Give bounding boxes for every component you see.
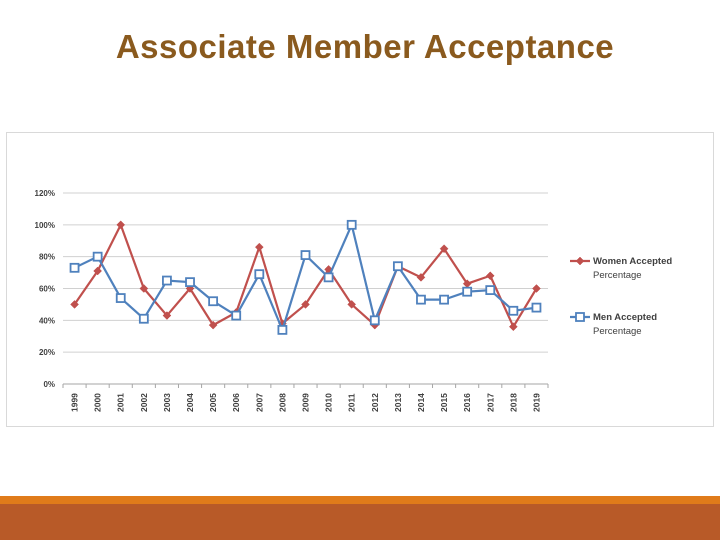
x-axis-tick-labels: 1999 2000 2001 2002 2003 2004 2005 2006 2007 2008… (70, 393, 542, 412)
x-tick-label: 2018 (508, 393, 518, 412)
men-data-point (162, 275, 172, 286)
slide-title: Associate Member Acceptance (115, 28, 615, 65)
x-tick-label: 2013 (393, 393, 403, 412)
y-tick-label: 120% (35, 189, 55, 198)
women-data-point (116, 220, 126, 230)
footer-accent-band (0, 496, 720, 504)
x-tick-label: 2001 (116, 393, 126, 412)
men-data-point (439, 294, 449, 305)
men-data-point (277, 324, 288, 335)
x-tick-label: 2011 (347, 393, 357, 412)
men-data-point (346, 219, 357, 230)
x-tick-label: 2016 (462, 393, 472, 412)
women-data-point (93, 266, 102, 276)
x-tick-label: 2012 (370, 393, 380, 412)
women-series-line (73, 223, 538, 328)
legend-men-swatch-marker (575, 312, 585, 322)
x-tick-label: 2003 (162, 393, 172, 412)
legend: Women Accepted Percentage Men Accepted Perc… (570, 256, 672, 337)
men-data-point (208, 296, 219, 307)
women-data-point (532, 284, 541, 293)
x-tick-label: 2002 (139, 393, 149, 412)
x-tick-label: 2017 (485, 393, 495, 412)
women-data-point (301, 300, 310, 309)
women-data-point (347, 300, 357, 309)
x-tick-label: 2004 (185, 393, 195, 412)
y-tick-label: 40% (39, 316, 55, 325)
men-data-point (369, 315, 380, 326)
women-data-point (439, 244, 449, 254)
x-tick-label: 2008 (277, 393, 287, 412)
y-tick-label: 100% (35, 221, 55, 230)
men-data-point (115, 293, 126, 303)
men-data-point (231, 310, 242, 321)
men-data-point (462, 286, 473, 297)
y-tick-label: 0% (43, 380, 55, 389)
footer-band (0, 504, 720, 540)
y-tick-label: 80% (39, 253, 55, 262)
women-data-point (416, 273, 426, 282)
legend-women-swatch-marker (575, 256, 585, 266)
men-data-point (531, 302, 542, 313)
x-tick-label: 2006 (231, 393, 241, 412)
women-data-point (70, 300, 79, 309)
legend-men-label: Men Accepted (593, 312, 657, 323)
x-tick-label: 2019 (531, 393, 541, 412)
men-data-point (392, 261, 403, 272)
y-axis-tick-labels: 0% 20% 40% 60% 80% 100% 120% (35, 189, 55, 389)
x-tick-label: 2007 (254, 393, 264, 412)
men-data-point (508, 305, 519, 316)
men-data-point (323, 272, 334, 283)
women-data-point (254, 242, 264, 252)
women-data-point (162, 311, 172, 320)
women-data-point (509, 322, 518, 332)
legend-men-label: Percentage (593, 326, 642, 337)
chart-frame: 0% 20% 40% 60% 80% 100% 120% 1999 2000 2001 2002 2… (6, 132, 714, 427)
y-tick-label: 60% (39, 285, 55, 294)
men-data-point (254, 269, 265, 280)
women-data-point (485, 271, 495, 281)
women-data-point (139, 284, 149, 293)
x-tick-label: 2015 (439, 393, 449, 412)
x-tick-label: 2010 (324, 393, 334, 412)
legend-women-label: Percentage (593, 270, 642, 281)
x-tick-label: 2009 (301, 393, 311, 412)
men-data-point (92, 251, 103, 262)
x-tick-label: 2014 (416, 393, 426, 412)
men-data-point (300, 250, 311, 260)
men-data-point (185, 277, 195, 288)
men-data-point (485, 285, 496, 295)
women-data-point (208, 320, 218, 330)
men-data-point (138, 313, 149, 324)
men-data-point (416, 294, 426, 305)
series-lines (69, 219, 542, 335)
x-tick-label: 2005 (208, 393, 218, 412)
men-data-point (69, 262, 80, 273)
y-tick-label: 20% (39, 348, 55, 357)
legend-women-label: Women Accepted (593, 256, 672, 267)
x-tick-label: 1999 (70, 393, 80, 412)
line-chart: 0% 20% 40% 60% 80% 100% 120% 1999 2000 2001 2002 2… (35, 189, 673, 412)
x-tick-label: 2000 (93, 393, 103, 412)
